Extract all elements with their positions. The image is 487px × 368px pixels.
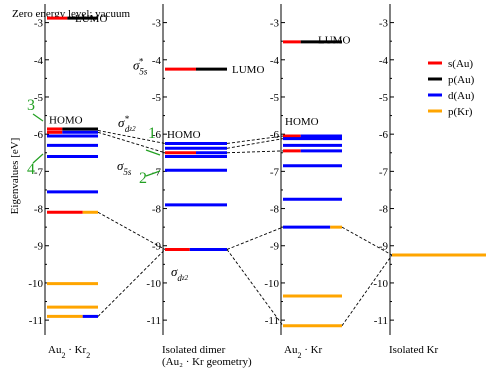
y-tick-label: -11: [29, 315, 43, 327]
connector-line: [226, 150, 284, 154]
y-tick-label: -4: [270, 55, 280, 67]
legend-label: d(Au): [448, 90, 475, 102]
connector-line: [226, 135, 284, 144]
y-tick-label: -7: [379, 166, 389, 178]
y-tick-label: -6: [270, 129, 280, 141]
levels-group: [47, 16, 486, 328]
marker-arrow: [145, 170, 161, 177]
y-tick-label: -10: [264, 278, 279, 290]
y-tick-label: -10: [28, 278, 43, 290]
y-tick-label: -9: [270, 241, 280, 253]
column-label: Au2 · Kr2: [48, 344, 90, 360]
column-label: (Au₂ · Kr geometry): [162, 356, 252, 368]
legend-label: p(Au): [448, 74, 475, 86]
y-tick-label: -3: [379, 18, 389, 30]
marker-label: 3: [27, 97, 35, 114]
column-label: Isolated dimer: [162, 344, 226, 356]
y-tick-label: -3: [34, 18, 44, 30]
orbital-label-sigma5s-star: σ5s*: [133, 56, 148, 76]
y-tick-label: -8: [379, 204, 389, 216]
connector-line: [226, 226, 284, 250]
marker-arrow: [32, 113, 44, 122]
y-tick-label: -8: [34, 204, 44, 216]
y-tick-label: -9: [34, 241, 44, 253]
y-tick-label: -3: [270, 18, 280, 30]
y-tick-label: -4: [152, 55, 162, 67]
y-tick-label: -4: [379, 55, 389, 67]
connector-line: [341, 254, 393, 326]
y-tick-label: -9: [152, 241, 162, 253]
orbital-label-sigma-dz2: σdz2: [171, 264, 189, 283]
y-tick-label: -6: [152, 129, 162, 141]
y-tick-label: -10: [373, 278, 388, 290]
y-tick-label: -10: [146, 278, 161, 290]
y-tick-label: -5: [379, 92, 389, 104]
y-tick-label: -9: [379, 241, 389, 253]
legend: s(Au) p(Au) d(Au) p(Kr): [428, 58, 475, 118]
y-tick-label: -11: [265, 315, 279, 327]
marker-label: 1: [148, 125, 156, 142]
connector-line: [341, 226, 393, 256]
marker-arrow: [32, 153, 44, 164]
marker-label: 2: [139, 170, 147, 187]
chart-title: Zero energy level: vacuum: [12, 8, 130, 20]
y-axis-label: Eigenvalues [eV]: [9, 138, 21, 215]
y-tick-label: -11: [147, 315, 161, 327]
homo-label: HOMO: [285, 116, 319, 128]
y-tick-label: -5: [270, 92, 280, 104]
y-tick-label: -6: [379, 129, 389, 141]
connector-line: [97, 131, 166, 154]
y-tick-label: -7: [34, 166, 44, 178]
y-tick-label: -5: [34, 92, 44, 104]
homo-label: HOMO: [167, 129, 201, 141]
y-tick-label: -6: [34, 129, 44, 141]
homo-label: HOMO: [49, 114, 83, 126]
lumo-label: LUMO: [318, 34, 350, 46]
connector-line: [97, 249, 166, 317]
y-tick-label: -4: [34, 55, 44, 67]
legend-label: s(Au): [448, 58, 473, 70]
legend-label: p(Kr): [448, 106, 473, 118]
connector-line: [97, 130, 166, 144]
marker-arrow: [145, 149, 161, 156]
y-tick-label: -3: [152, 18, 162, 30]
orbital-label-sigma5s: σ5s: [117, 158, 132, 177]
column-label: Isolated Kr: [389, 344, 439, 356]
y-tick-label: -11: [374, 315, 388, 327]
y-tick-label: -5: [152, 92, 162, 104]
connector-line: [226, 138, 284, 149]
marker-label: 4: [27, 161, 35, 178]
y-tick-label: -8: [152, 204, 162, 216]
connector-line: [226, 249, 284, 326]
column-label: Au2 · Kr: [284, 344, 323, 360]
connector-group: [97, 130, 393, 326]
lumo-label: LUMO: [75, 13, 107, 25]
y-tick-label: -7: [270, 166, 280, 178]
lumo-label: LUMO: [232, 64, 264, 76]
y-tick-label: -8: [270, 204, 280, 216]
connector-line: [97, 211, 166, 250]
orbital-label-sigma-dz2-star: σ* dz2: [118, 114, 136, 134]
